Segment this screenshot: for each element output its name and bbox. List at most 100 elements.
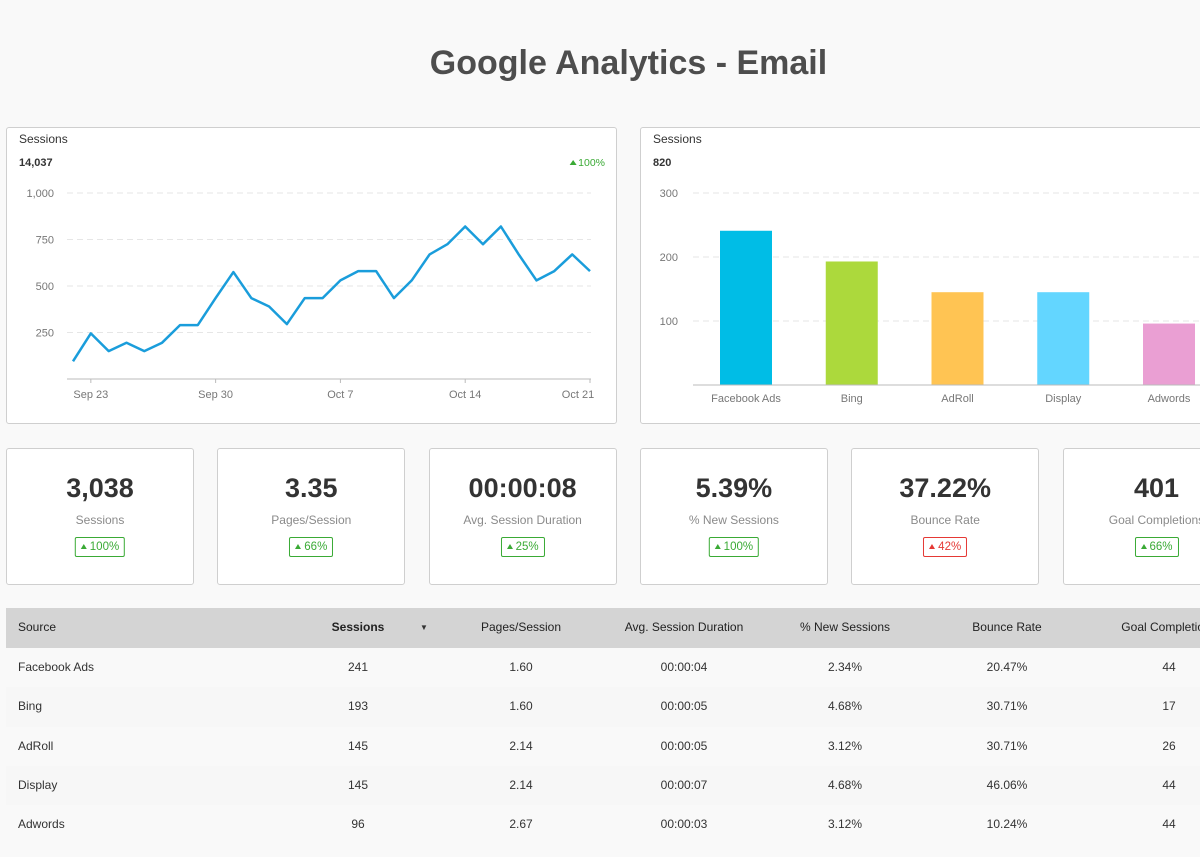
change-arrow [80, 544, 87, 549]
panel-total: 820 [653, 157, 671, 169]
table-cell: 30.71% [986, 738, 1028, 753]
table-cell: 241 [347, 660, 369, 674]
change-text: 66% [304, 541, 328, 553]
table-cell: 20.47% [986, 660, 1028, 674]
table-cell: 2.34% [827, 660, 863, 674]
kpi-label: Sessions [75, 513, 125, 527]
bar [1143, 323, 1195, 385]
kpi-label: % New Sessions [688, 513, 779, 527]
y-tick-label: 1,000 [26, 188, 54, 200]
table-cell: 00:00:05 [660, 738, 708, 753]
bar-panel: Sessions 820 100 200 300 Facebook Ads Bing AdRo… [640, 127, 1200, 424]
kpi-label: Pages/Session [271, 513, 352, 527]
bar [931, 292, 984, 385]
panel-change: 100% [578, 157, 605, 169]
x-tick-label: AdRoll [941, 393, 973, 405]
table-cell: Facebook Ads [18, 660, 95, 674]
kpi-change: 66% [289, 537, 334, 557]
x-tick-label: Adwords [1148, 393, 1191, 405]
y-tick-label: 250 [36, 328, 54, 340]
panel-total: 14,037 [19, 157, 53, 169]
change-text: 100% [89, 541, 120, 553]
table-cell: 10.24% [986, 817, 1028, 832]
column-header: Pages/Session [480, 620, 562, 634]
bar [1037, 292, 1090, 385]
y-tick-label: 750 [36, 235, 54, 247]
kpi-label: Goal Completions [1108, 513, 1200, 527]
kpi-value: 5.39% [695, 473, 773, 503]
kpi-label: Bounce Rate [910, 513, 980, 527]
table-cell: Display [18, 777, 58, 792]
table-cell: 96 [351, 817, 365, 832]
kpi-change: 25% [500, 537, 545, 557]
kpi-change: 100% [708, 537, 760, 557]
kpi-value: 401 [1133, 473, 1180, 503]
table-cell: 00:00:03 [660, 817, 708, 832]
change-arrow [569, 160, 577, 165]
x-tick-label: Display [1045, 393, 1082, 405]
sort-icon[interactable]: ▼ [420, 623, 428, 632]
table-header: Source Sessions Pages/Session Avg. Session … [6, 608, 1200, 648]
panel-title: Sessions [653, 132, 702, 146]
kpi-value: 00:00:08 [468, 473, 577, 503]
page-title: Google Analytics - Email [429, 44, 828, 82]
column-header: Avg. Session Duration [624, 620, 744, 634]
change-arrow [929, 544, 936, 549]
table-cell: 46.06% [986, 777, 1028, 792]
table-row: Facebook Ads 241 1.60 00:00:04 2.34% 20.47% 44 [6, 648, 1200, 687]
table-cell: Adwords [18, 817, 65, 832]
change-text: 25% [515, 541, 539, 553]
x-tick-label: Oct 21 [562, 389, 594, 401]
table-cell: 00:00:04 [660, 660, 708, 674]
table-cell: AdRoll [18, 738, 54, 753]
change-arrow [295, 544, 302, 549]
table-cell: 26 [1162, 738, 1176, 753]
table-cell: 193 [347, 699, 369, 714]
table-cell: 2.14 [509, 738, 533, 753]
bar-chart: Sessions 820 100 200 300 Facebook Ads Bing AdRo… [653, 132, 1200, 405]
x-tick-label: Oct 14 [449, 389, 481, 401]
column-header: Sessions [331, 620, 385, 634]
table-cell: 1.60 [509, 660, 533, 674]
y-tick-label: 500 [36, 281, 54, 293]
kpi-value: 3,038 [66, 473, 134, 503]
source-table: Source Sessions Pages/Session Avg. Session … [6, 608, 1200, 844]
table-cell: 17 [1162, 699, 1176, 714]
line-series [71, 225, 591, 362]
table-cell: 145 [347, 738, 369, 753]
change-arrow [714, 544, 721, 549]
kpi-value: 3.35 [285, 473, 338, 503]
change-text: 42% [938, 541, 962, 553]
table-cell: 44 [1162, 817, 1176, 832]
kpi-label: Avg. Session Duration [463, 513, 582, 527]
column-header: % New Sessions [799, 620, 891, 634]
table-cell: 145 [347, 777, 369, 792]
table-cell: 44 [1162, 777, 1176, 792]
kpi-card: 3.35 Pages/Session 66% [217, 448, 406, 585]
kpi-value: 37.22% [899, 473, 991, 503]
kpi-card: 00:00:08 Avg. Session Duration 25% [428, 448, 617, 585]
table-cell: 1.60 [509, 699, 533, 714]
y-tick-label: 200 [660, 252, 678, 264]
y-tick-label: 100 [660, 316, 678, 328]
change-arrow [1140, 544, 1147, 549]
table-cell: 2.67 [509, 817, 533, 832]
x-tick-label: Sep 30 [198, 389, 233, 401]
y-tick-label: 300 [660, 188, 678, 200]
kpi-card: 401 Goal Completions 66% [1062, 448, 1200, 585]
x-tick-label: Sep 23 [73, 389, 108, 401]
x-tick-label: Facebook Ads [711, 393, 781, 405]
line-chart: Sessions 14,037 100% 250 500 750 1,000 Sep 23 Se… [19, 132, 605, 401]
change-text: 100% [723, 541, 754, 553]
table-cell: 00:00:05 [660, 699, 708, 714]
table-cell: 4.68% [827, 777, 863, 792]
kpi-card: 3,038 Sessions 100% [6, 448, 194, 585]
bar [720, 230, 772, 385]
table-row: Display 145 2.14 00:00:07 4.68% 46.06% 44 [6, 765, 1200, 806]
table-row: Bing 193 1.60 00:00:05 4.68% 30.71% 17 [6, 687, 1200, 727]
kpi-change: 42% [923, 537, 968, 557]
table-cell: 3.12% [827, 817, 863, 832]
column-header: Goal Completions [1121, 620, 1200, 634]
table-cell: 30.71% [986, 699, 1028, 714]
